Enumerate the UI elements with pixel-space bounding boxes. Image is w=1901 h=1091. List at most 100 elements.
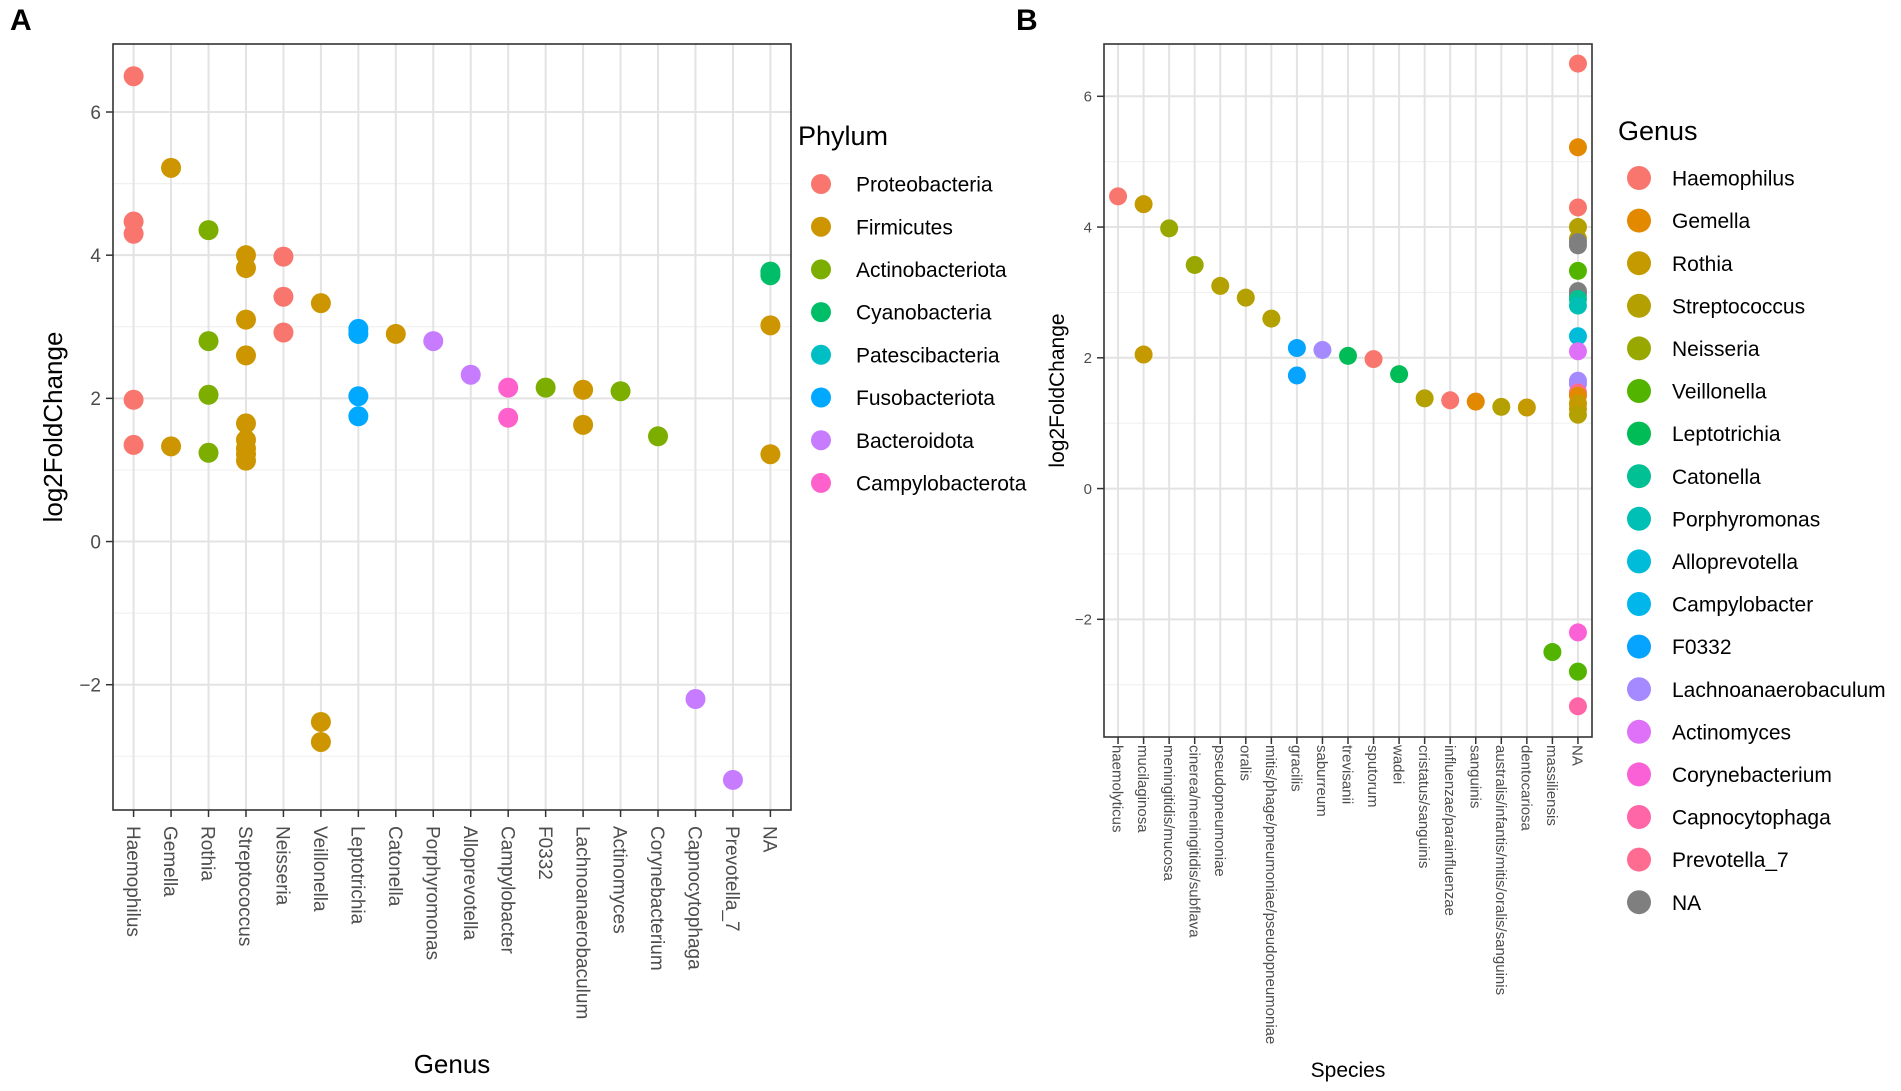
data-point (1568, 198, 1587, 217)
x-tick-label: Porphyromonas (421, 826, 442, 960)
data-point (198, 331, 219, 352)
legend-label: Rothia (1672, 253, 1733, 276)
y-axis-title: log2FoldChange (1046, 313, 1069, 467)
data-point (1568, 342, 1587, 361)
data-point (198, 220, 219, 241)
x-tick-label: cristatus/sanguinis (1415, 745, 1432, 868)
data-point (1568, 54, 1587, 73)
legend-label: Fusobacteriota (856, 387, 995, 410)
x-tick-label: cinerea/meningitidis/subflava (1185, 745, 1202, 938)
legend-key (1627, 379, 1651, 403)
y-tick-label: 2 (90, 389, 101, 410)
x-tick-label: Leptotrichia (347, 826, 368, 925)
legend-label: Prevotella_7 (1672, 849, 1789, 872)
data-point (310, 293, 331, 314)
legend-key (811, 344, 831, 365)
data-point (1364, 350, 1383, 369)
data-point (610, 381, 631, 402)
legend-label: Proteobacteria (856, 174, 993, 197)
legend-key (811, 430, 831, 451)
x-tick-label: Lachnoanaerobaculum (571, 826, 592, 1019)
legend-key (1627, 890, 1651, 915)
data-point (1287, 366, 1306, 385)
legend-label: Gemella (1672, 210, 1751, 233)
data-point (760, 265, 781, 286)
legend-label: Campylobacter (1672, 594, 1813, 617)
legend-key (1627, 464, 1651, 489)
data-point (460, 364, 481, 385)
data-point (1466, 392, 1485, 411)
x-axis-title: Species (1311, 1059, 1386, 1082)
panel-label: A (10, 4, 32, 37)
data-point (123, 434, 144, 455)
data-point (685, 689, 706, 710)
x-tick-label: Streptococcus (234, 826, 255, 946)
data-point (235, 258, 256, 279)
data-point (760, 444, 781, 465)
data-point (535, 377, 556, 398)
y-tick-label: 0 (90, 532, 101, 553)
data-point (648, 426, 669, 447)
legend-key (1627, 293, 1651, 318)
data-point (1262, 309, 1281, 328)
x-tick-label: Veillonella (309, 826, 330, 912)
legend-label: Leptotrichia (1672, 423, 1781, 446)
x-tick-label: meningitidis/mucosa (1160, 745, 1177, 882)
x-tick-label: wadei (1390, 744, 1407, 784)
legend-label: Alloprevotella (1672, 551, 1798, 574)
x-tick-label: dentocariosa (1517, 745, 1534, 832)
data-point (498, 407, 519, 428)
legend-label: F0332 (1672, 636, 1732, 659)
data-point (573, 379, 594, 400)
x-tick-label: pseudopneumoniae (1211, 745, 1228, 877)
plot-background (113, 44, 791, 810)
legend-key (1627, 549, 1651, 574)
data-point (423, 331, 444, 352)
data-point (123, 223, 144, 244)
data-point (1134, 345, 1153, 364)
x-tick-label: Corynebacterium (646, 826, 667, 971)
data-point (1568, 327, 1587, 346)
legend-key (811, 216, 831, 237)
data-point (161, 436, 182, 457)
y-tick-label: 6 (1084, 89, 1092, 106)
data-point (235, 309, 256, 330)
legend-label: Campylobacterota (856, 472, 1027, 495)
legend: Phylum Proteobacteria Firmicutes Actinobact… (798, 121, 1027, 495)
data-point (760, 315, 781, 336)
plot-border (112, 43, 792, 811)
legend-label: Bacteroidota (856, 430, 974, 453)
legend-key (811, 302, 831, 323)
x-tick-label: mucilaginosa (1134, 745, 1151, 833)
data-point (1568, 662, 1587, 681)
legend-label: Neisseria (1672, 338, 1760, 361)
legend-label: Actinobacteriota (856, 259, 1007, 282)
x-tick-label: influenzae/parainfluenzae (1441, 745, 1458, 916)
data-point (161, 157, 182, 178)
chart-panel-b: B −2 0 2 4 6 haemolyticus mucilaginosa meningiti… (1016, 4, 1886, 1082)
legend-key (1627, 805, 1651, 829)
data-point (348, 323, 369, 344)
data-point (235, 345, 256, 366)
x-tick-label: F0332 (534, 826, 555, 880)
y-axis-title: log2FoldChange (38, 332, 68, 523)
legend-label: Firmicutes (856, 216, 953, 239)
data-point (1568, 697, 1587, 716)
data-point (1517, 398, 1536, 417)
legend-key (1627, 251, 1651, 276)
x-tick-label: trevisanii (1339, 745, 1356, 804)
legend-title: Phylum (798, 121, 888, 151)
legend-key (1627, 847, 1651, 872)
data-point (722, 769, 743, 790)
x-tick-label: Catonella (384, 826, 405, 907)
x-tick-label: massiliensis (1543, 745, 1560, 826)
legend-key (1627, 677, 1651, 702)
data-point (235, 413, 256, 434)
legend-key (811, 387, 831, 408)
legend-label: Haemophilus (1672, 168, 1795, 191)
data-point (1287, 339, 1306, 358)
data-point (310, 731, 331, 752)
y-tick-label: 4 (1084, 219, 1092, 236)
legend-key (811, 174, 831, 194)
